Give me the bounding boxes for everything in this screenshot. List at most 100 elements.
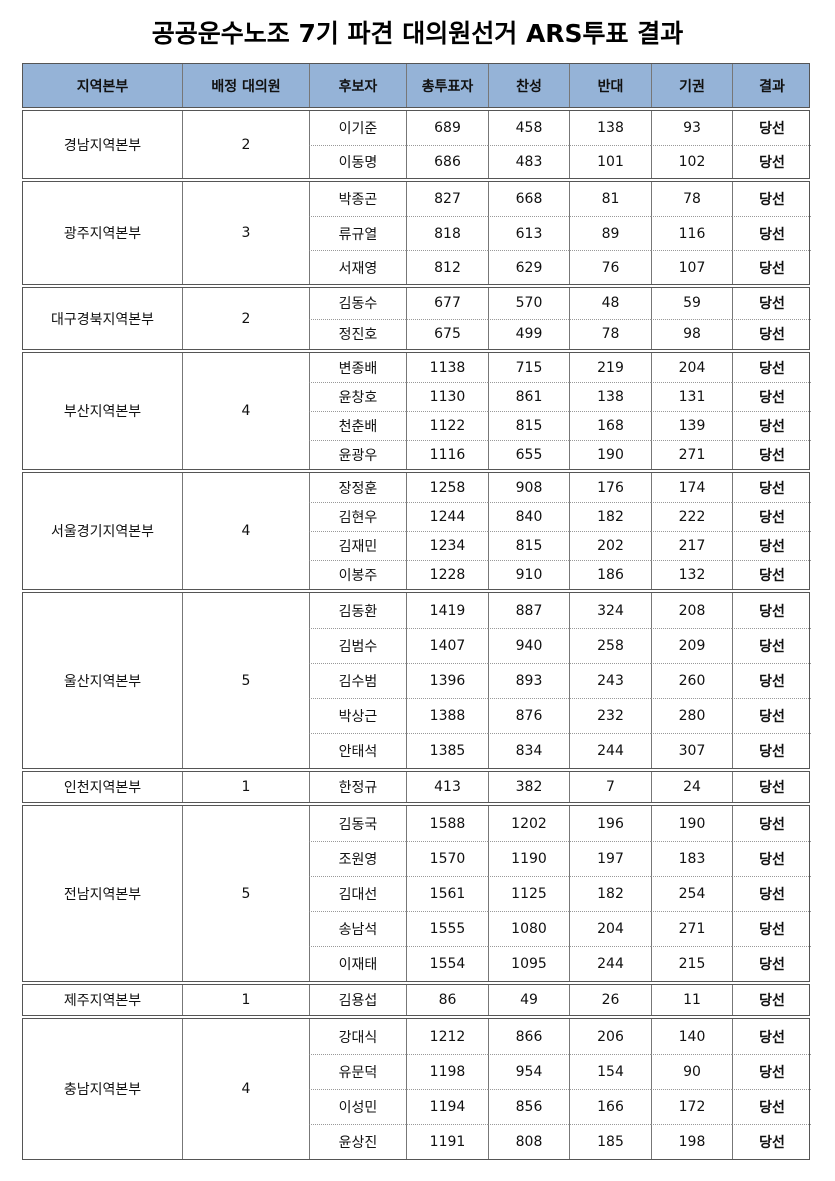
- name-cell: 서재영: [309, 250, 406, 284]
- name-cell: 이재태: [309, 946, 406, 981]
- name-cell: 김대선: [309, 876, 406, 911]
- yes-cell: 876: [488, 698, 569, 733]
- result-cell: 당선: [732, 772, 811, 802]
- abstain-cell: 102: [651, 144, 732, 178]
- name-cell: 김수범: [309, 663, 406, 698]
- no-cell: 182: [569, 876, 651, 911]
- seats-cell: 4: [182, 473, 309, 589]
- abstain-cell: 215: [651, 946, 732, 981]
- no-cell: 197: [569, 841, 651, 876]
- yes-cell: 49: [488, 985, 569, 1015]
- result-cell: 당선: [732, 628, 811, 663]
- abstain-cell: 222: [651, 502, 732, 531]
- total-cell: 1570: [406, 841, 488, 876]
- abstain-cell: 307: [651, 733, 732, 768]
- total-cell: 1198: [406, 1054, 488, 1089]
- no-cell: 185: [569, 1124, 651, 1159]
- result-cell: 당선: [732, 560, 811, 589]
- name-cell: 김동국: [309, 806, 406, 841]
- abstain-cell: 98: [651, 318, 732, 349]
- yes-cell: 834: [488, 733, 569, 768]
- name-cell: 한정규: [309, 772, 406, 802]
- name-cell: 정진호: [309, 318, 406, 349]
- total-cell: 1191: [406, 1124, 488, 1159]
- no-cell: 258: [569, 628, 651, 663]
- result-cell: 당선: [732, 182, 811, 216]
- total-cell: 1122: [406, 411, 488, 440]
- no-cell: 26: [569, 985, 651, 1015]
- name-cell: 송남석: [309, 911, 406, 946]
- abstain-cell: 116: [651, 216, 732, 250]
- result-cell: 당선: [732, 382, 811, 411]
- abstain-cell: 271: [651, 911, 732, 946]
- abstain-cell: 209: [651, 628, 732, 663]
- name-cell: 김범수: [309, 628, 406, 663]
- seats-cell: 5: [182, 593, 309, 768]
- no-cell: 154: [569, 1054, 651, 1089]
- total-cell: 1561: [406, 876, 488, 911]
- region-group: 인천지역본부 1 한정규 413 382 7 24 당선: [22, 771, 810, 803]
- result-cell: 당선: [732, 841, 811, 876]
- name-cell: 박상근: [309, 698, 406, 733]
- abstain-cell: 271: [651, 440, 732, 469]
- result-cell: 당선: [732, 440, 811, 469]
- abstain-cell: 254: [651, 876, 732, 911]
- total-cell: 413: [406, 772, 488, 802]
- yes-cell: 840: [488, 502, 569, 531]
- abstain-cell: 208: [651, 593, 732, 628]
- total-cell: 1116: [406, 440, 488, 469]
- yes-cell: 668: [488, 182, 569, 216]
- header-row: 지역본부 배정 대의원 후보자 총투표자 찬성 반대 기권 결과: [22, 63, 810, 108]
- yes-cell: 1190: [488, 841, 569, 876]
- title: 공공운수노조 7기 파견 대의원선거 ARS투표 결과: [151, 19, 684, 48]
- total-cell: 686: [406, 144, 488, 178]
- yes-cell: 856: [488, 1089, 569, 1124]
- region-cell: 제주지역본부: [63, 993, 142, 1009]
- region-cell: 대구경북지역본부: [50, 311, 155, 328]
- name-cell: 안태석: [309, 733, 406, 768]
- region-cell: 전남지역본부: [63, 886, 142, 903]
- name-cell: 이기준: [309, 111, 406, 145]
- region-group: 제주지역본부 1 김용섭 86 49 26 11 당선: [22, 984, 810, 1016]
- abstain-cell: 93: [651, 111, 732, 145]
- seats-cell: 5: [182, 806, 309, 981]
- total-cell: 689: [406, 111, 488, 145]
- name-cell: 김동수: [309, 288, 406, 319]
- no-cell: 196: [569, 806, 651, 841]
- total-cell: 1228: [406, 560, 488, 589]
- seats-cell: 4: [182, 353, 309, 469]
- yes-cell: 910: [488, 560, 569, 589]
- yes-cell: 1202: [488, 806, 569, 841]
- abstain-cell: 260: [651, 663, 732, 698]
- yes-cell: 629: [488, 250, 569, 284]
- name-cell: 유문덕: [309, 1054, 406, 1089]
- total-cell: 1212: [406, 1019, 488, 1054]
- total-cell: 1234: [406, 531, 488, 560]
- yes-cell: 908: [488, 473, 569, 502]
- name-cell: 김동환: [309, 593, 406, 628]
- abstain-cell: 172: [651, 1089, 732, 1124]
- region-group: 울산지역본부 5 김동환 1419 887 324 208 당선 김범수 1407 940 258 20…: [22, 592, 811, 769]
- no-cell: 232: [569, 698, 651, 733]
- name-cell: 강대식: [309, 1019, 406, 1054]
- abstain-cell: 140: [651, 1019, 732, 1054]
- total-cell: 1555: [406, 911, 488, 946]
- no-cell: 219: [569, 353, 651, 382]
- total-cell: 1194: [406, 1089, 488, 1124]
- result-cell: 당선: [732, 733, 811, 768]
- region-cell: 인천지역본부: [63, 780, 142, 796]
- seats-cell: 1: [182, 772, 309, 802]
- total-cell: 827: [406, 182, 488, 216]
- header-cell: 총투표자: [406, 64, 488, 107]
- yes-cell: 715: [488, 353, 569, 382]
- yes-cell: 1095: [488, 946, 569, 981]
- name-cell: 김재민: [309, 531, 406, 560]
- no-cell: 176: [569, 473, 651, 502]
- yes-cell: 483: [488, 144, 569, 178]
- total-cell: 1419: [406, 593, 488, 628]
- abstain-cell: 59: [651, 288, 732, 319]
- result-cell: 당선: [732, 353, 811, 382]
- header-cell: 배정 대의원: [182, 64, 309, 107]
- result-cell: 당선: [732, 1019, 811, 1054]
- total-cell: 86: [406, 985, 488, 1015]
